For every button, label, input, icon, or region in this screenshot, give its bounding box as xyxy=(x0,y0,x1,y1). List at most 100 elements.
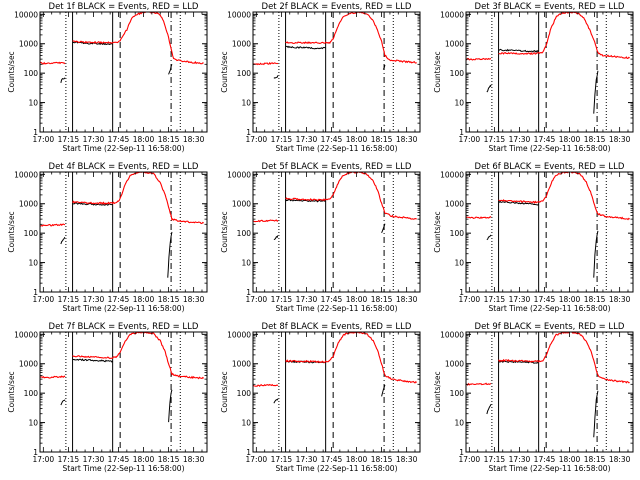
lld-series-line xyxy=(253,219,279,223)
y-tick-label: 10000 xyxy=(227,170,251,179)
x-tick-label: 17:45 xyxy=(108,135,130,144)
y-tick-label: 10000 xyxy=(227,330,251,339)
x-tick-label: 18:30 xyxy=(609,455,631,464)
plot-frame xyxy=(39,11,208,133)
events-series-line xyxy=(60,399,66,406)
x-axis-label: Start Time (22-Sep-11 16:58:00) xyxy=(489,144,611,153)
plot-frame xyxy=(39,171,208,293)
x-tick-label: 17:45 xyxy=(534,135,556,144)
x-axis-label: Start Time (22-Sep-11 16:58:00) xyxy=(489,464,611,473)
lld-series-line xyxy=(498,172,631,221)
chart-title: Det 4f BLACK = Events, RED = LLD xyxy=(49,162,199,172)
x-tick-label: 18:15 xyxy=(371,455,393,464)
plot-frame xyxy=(252,331,421,453)
y-tick-label: 1 xyxy=(33,128,38,137)
x-tick-label: 17:15 xyxy=(271,455,293,464)
y-tick-label: 1 xyxy=(459,128,464,137)
plot-frame xyxy=(252,171,421,293)
events-series-line xyxy=(593,390,599,438)
x-tick-label: 18:00 xyxy=(346,295,368,304)
x-tick-label: 18:00 xyxy=(346,135,368,144)
y-tick-label: 10000 xyxy=(440,330,464,339)
x-tick-label: 17:00 xyxy=(246,295,268,304)
x-tick-label: 18:00 xyxy=(346,455,368,464)
x-tick-label: 17:30 xyxy=(296,295,318,304)
y-tick-label: 100 xyxy=(450,229,465,238)
y-tick-label: 10 xyxy=(28,99,38,108)
y-axis-label: Counts/sec xyxy=(7,51,16,92)
x-tick-label: 17:45 xyxy=(321,295,343,304)
events-series-line xyxy=(285,45,326,50)
chart-panel: Det 8f BLACK = Events, RED = LLD 1 10 100 10… xyxy=(220,322,421,473)
events-series-line xyxy=(167,231,173,278)
y-tick-label: 10 xyxy=(241,259,251,268)
events-series-line xyxy=(486,84,492,93)
lld-series-line xyxy=(285,12,417,64)
chart-panel: Det 9f BLACK = Events, RED = LLD 1 10 100 10… xyxy=(433,322,634,473)
x-tick-label: 17:00 xyxy=(33,295,55,304)
y-tick-label: 1 xyxy=(33,288,38,297)
y-tick-label: 10 xyxy=(454,99,464,108)
chart-title: Det 1f BLACK = Events, RED = LLD xyxy=(49,2,199,12)
x-tick-label: 17:45 xyxy=(108,455,130,464)
events-series-line xyxy=(285,198,326,203)
events-series-line xyxy=(381,223,386,234)
events-series-line xyxy=(593,70,599,114)
lld-series-line xyxy=(285,172,417,220)
x-tick-label: 18:15 xyxy=(584,135,606,144)
events-series-line xyxy=(60,236,66,245)
y-tick-label: 1 xyxy=(246,448,251,457)
chart-title: Det 5f BLACK = Events, RED = LLD xyxy=(262,162,412,172)
x-tick-label: 18:30 xyxy=(609,135,631,144)
y-tick-label: 10 xyxy=(28,259,38,268)
x-tick-label: 18:00 xyxy=(559,295,581,304)
events-series-line xyxy=(498,200,539,206)
x-tick-label: 18:30 xyxy=(609,295,631,304)
y-tick-label: 10 xyxy=(241,99,251,108)
lld-series-line xyxy=(72,332,205,380)
x-tick-label: 17:30 xyxy=(83,455,105,464)
x-tick-label: 18:30 xyxy=(396,135,418,144)
x-tick-label: 17:15 xyxy=(58,455,80,464)
x-tick-label: 18:15 xyxy=(584,295,606,304)
lld-series-line xyxy=(40,61,66,65)
lld-series-line xyxy=(72,12,204,65)
plot-frame xyxy=(252,11,421,133)
x-tick-label: 17:30 xyxy=(83,135,105,144)
y-tick-label: 100 xyxy=(24,229,39,238)
y-tick-label: 100 xyxy=(237,69,252,78)
y-axis-label: Counts/sec xyxy=(433,211,442,252)
y-tick-label: 1000 xyxy=(232,40,251,49)
y-tick-label: 10000 xyxy=(14,170,38,179)
x-tick-label: 17:45 xyxy=(321,455,343,464)
x-tick-label: 17:15 xyxy=(58,135,80,144)
y-tick-label: 10000 xyxy=(14,330,38,339)
chart-panel: Det 2f BLACK = Events, RED = LLD 1 10 100 10… xyxy=(220,2,421,153)
events-series-line xyxy=(72,358,113,363)
x-tick-label: 17:45 xyxy=(321,135,343,144)
events-series-line xyxy=(273,75,279,79)
chart-panel: Det 7f BLACK = Events, RED = LLD 1 10 100 10… xyxy=(7,322,208,473)
x-tick-label: 18:30 xyxy=(183,295,205,304)
chart-panel: Det 4f BLACK = Events, RED = LLD 1 10 100 10… xyxy=(7,162,208,313)
x-tick-label: 18:15 xyxy=(584,455,606,464)
y-tick-label: 1000 xyxy=(19,200,38,209)
y-tick-label: 100 xyxy=(24,389,39,398)
lld-series-line xyxy=(285,332,418,384)
y-tick-label: 1000 xyxy=(232,360,251,369)
x-axis-label: Start Time (22-Sep-11 16:58:00) xyxy=(276,304,398,313)
lld-series-line xyxy=(72,172,204,225)
x-tick-label: 17:30 xyxy=(509,455,531,464)
y-axis-label: Counts/sec xyxy=(433,371,442,412)
y-tick-label: 1000 xyxy=(19,360,38,369)
events-series-line xyxy=(486,234,492,241)
y-tick-label: 1000 xyxy=(19,40,38,49)
y-axis-label: Counts/sec xyxy=(433,51,442,92)
x-tick-label: 17:45 xyxy=(108,295,130,304)
lld-series-line xyxy=(40,375,66,379)
y-axis-label: Counts/sec xyxy=(7,371,16,412)
x-tick-label: 17:00 xyxy=(33,455,55,464)
x-tick-label: 17:00 xyxy=(459,295,481,304)
y-tick-label: 100 xyxy=(237,229,252,238)
